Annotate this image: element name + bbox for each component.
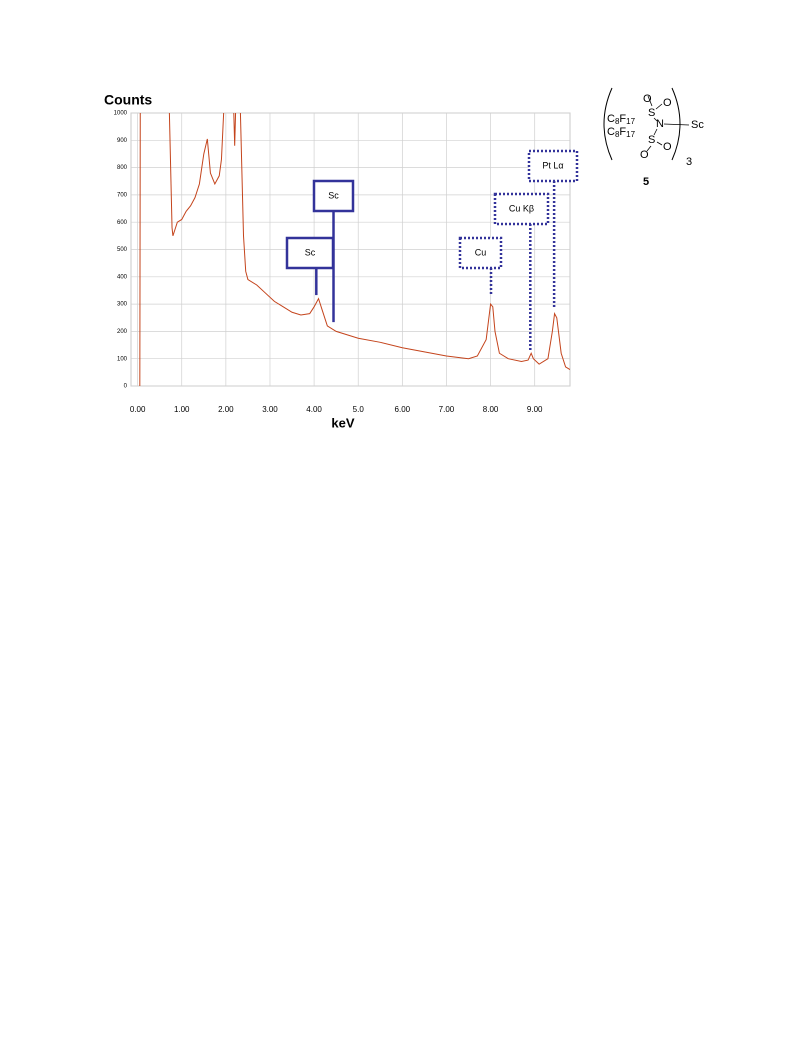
paren <box>603 87 613 161</box>
bond <box>653 117 658 122</box>
y-tick-label: 700 <box>117 192 128 198</box>
y-tick-label: 1000 <box>114 111 128 117</box>
x-tick-label: 9.00 <box>527 405 543 414</box>
bond <box>647 95 653 107</box>
y-tick-label: 0 <box>124 384 128 390</box>
x-axis-title: keV <box>331 415 354 430</box>
x-tick-label: 8.00 <box>483 405 499 414</box>
subscript: 3 <box>686 156 692 168</box>
annotation-label: Cu Kβ <box>509 203 534 213</box>
atom: Sc <box>691 119 704 131</box>
bond <box>663 123 690 126</box>
y-tick-label: 300 <box>117 302 128 308</box>
x-tick-label: 5.0 <box>353 405 365 414</box>
bond <box>646 145 652 152</box>
x-tick-label: 0.00 <box>130 405 146 414</box>
x-tick-label: 1.00 <box>174 405 190 414</box>
y-tick-label: 200 <box>117 329 128 335</box>
rf-group: C8F17 <box>607 126 636 139</box>
structure: O O S N Sc S O O C8F17 C8F17 3 5 <box>603 87 704 188</box>
y-tick-label: 600 <box>117 220 128 226</box>
y-tick-label: 800 <box>117 165 128 171</box>
y-tick-label: 100 <box>117 356 128 362</box>
rf-group: C8F17 <box>607 113 636 126</box>
bond <box>653 128 658 136</box>
x-tick-label: 7.00 <box>439 405 455 414</box>
spectrum-line <box>139 113 570 386</box>
annotation-box <box>312 179 355 213</box>
atom: O <box>643 93 652 105</box>
atom: S <box>648 134 655 146</box>
annotation-label: Cu <box>475 247 487 257</box>
y-tick-label: 900 <box>117 138 128 144</box>
annotation-label: Sc <box>305 247 316 257</box>
bond <box>655 103 663 110</box>
atom: S <box>648 107 655 119</box>
y-tick-label: 500 <box>117 247 128 253</box>
y-axis-title: Counts <box>104 92 152 108</box>
atom: O <box>663 97 672 109</box>
atom: O <box>663 141 672 153</box>
annotation-box <box>527 149 579 183</box>
annotation-box <box>458 236 503 270</box>
paren <box>671 87 681 161</box>
annotation-label: Pt Lα <box>542 160 563 170</box>
x-tick-label: 6.00 <box>395 405 411 414</box>
annotation-box <box>493 192 550 226</box>
bond <box>656 141 663 146</box>
x-tick-label: 4.00 <box>306 405 322 414</box>
x-tick-label: 3.00 <box>262 405 278 414</box>
compound-label: 5 <box>643 176 649 188</box>
atom: O <box>640 149 649 161</box>
atom: N <box>656 118 664 130</box>
annotation-label: Sc <box>328 190 339 200</box>
y-tick-label: 400 <box>117 274 128 280</box>
x-tick-label: 2.00 <box>218 405 234 414</box>
